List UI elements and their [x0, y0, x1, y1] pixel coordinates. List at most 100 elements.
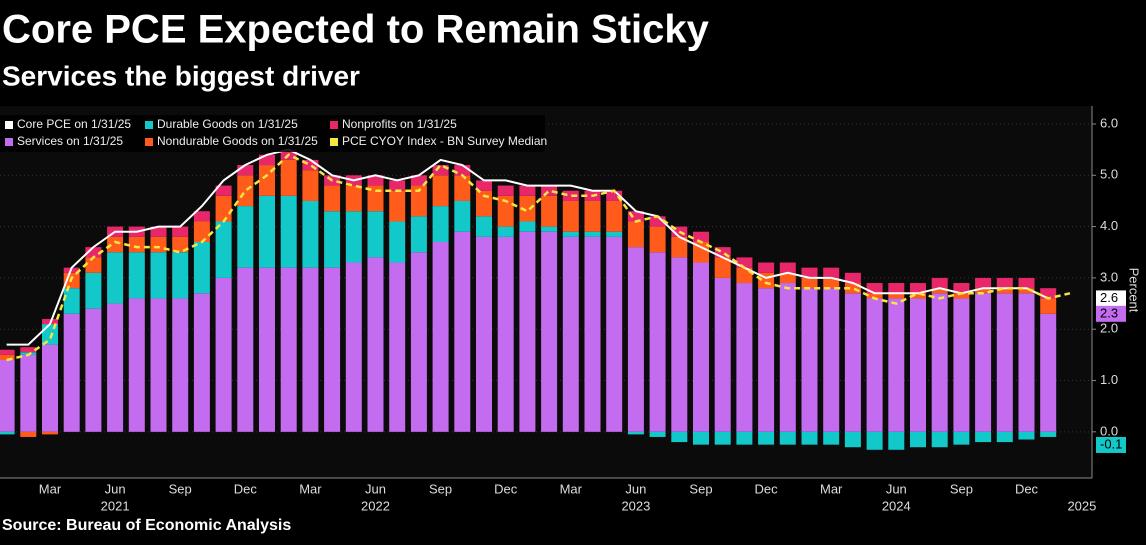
bar-segment [606, 200, 623, 232]
bar-segment [627, 247, 644, 432]
chart-subtitle: Services the biggest driver [2, 60, 360, 91]
bar-segment [172, 252, 189, 299]
bar-segment [193, 211, 210, 222]
bar-segment [975, 293, 992, 432]
legend-swatch [145, 138, 153, 146]
bar-segment [1040, 298, 1057, 314]
bar-segment [953, 298, 970, 432]
x-tick-label: Mar [39, 481, 62, 496]
legend-swatch [330, 121, 338, 129]
bar-segment [237, 165, 254, 176]
bar-segment [758, 431, 775, 445]
y-axis-label: Percent [1127, 268, 1142, 313]
legend-label: Nondurable Goods on 1/31/25 [157, 134, 318, 148]
bar-segment [497, 195, 514, 227]
bar-segment [1018, 288, 1035, 294]
bar-segment [150, 298, 167, 432]
bar-segment [649, 216, 666, 227]
bar-segment [866, 298, 883, 432]
bar-segment [432, 206, 449, 242]
bar-segment [801, 267, 818, 278]
bar-segment [714, 277, 731, 432]
x-tick-label: Mar [299, 481, 322, 496]
x-tick-label: Sep [169, 481, 192, 496]
bar-segment [541, 226, 558, 232]
x-tick-label: Jun [886, 481, 907, 496]
bar-segment [193, 293, 210, 432]
bar-segment [866, 293, 883, 299]
x-tick-label: Mar [820, 481, 843, 496]
bar-segment [606, 236, 623, 432]
bar-segment [128, 236, 145, 253]
legend-swatch [145, 121, 153, 129]
bar-segment [172, 298, 189, 432]
bar-segment [237, 267, 254, 432]
bar-segment [432, 242, 449, 432]
bar-segment [627, 221, 644, 248]
x-tick-label: Dec [1015, 481, 1039, 496]
bar-segment [996, 277, 1013, 289]
bar-segment [367, 257, 384, 432]
x-tick-label: Dec [234, 481, 258, 496]
bar-segment [627, 211, 644, 222]
bar-segment [85, 272, 102, 309]
bar-segment [975, 431, 992, 443]
bar-segment [801, 277, 818, 289]
bar-segment [1040, 313, 1057, 432]
bar-segment [172, 226, 189, 237]
legend-label: Services on 1/31/25 [17, 134, 123, 148]
bar-segment [671, 431, 688, 443]
legend-swatch [330, 138, 338, 146]
bar-segment [476, 216, 492, 237]
bar-segment [107, 252, 124, 304]
bar-segment [823, 267, 840, 278]
source: Source: Bureau of Economic Analysis [2, 517, 291, 534]
bar-segment [910, 293, 926, 299]
bar-segment [302, 159, 319, 171]
bar-segment [107, 303, 124, 432]
bar-segment [779, 431, 796, 445]
legend-label: Durable Goods on 1/31/25 [157, 117, 298, 131]
bar-segment [627, 431, 644, 435]
bar-segment [20, 431, 37, 437]
bar-segment [866, 431, 883, 450]
bar-segment [237, 206, 254, 268]
bar-segment [389, 180, 406, 191]
y-tick-label: 2.0 [1100, 321, 1118, 336]
bar-segment [996, 431, 1013, 443]
bar-segment [888, 298, 905, 432]
bar-segment [910, 431, 926, 448]
bar-segment [476, 180, 492, 191]
value-tag-label: 2.3 [1100, 305, 1118, 320]
bar-segment [193, 242, 210, 294]
bar-segment [736, 257, 753, 268]
x-year-label: 2023 [621, 498, 650, 513]
bar-segment [259, 267, 275, 432]
bar-segment [324, 185, 341, 212]
x-tick-label: Jun [625, 481, 646, 496]
chart-title: Core PCE Expected to Remain Sticky [2, 8, 710, 52]
bar-segment [259, 165, 275, 196]
x-year-label: 2025 [1067, 498, 1096, 513]
x-year-label: 2022 [361, 498, 390, 513]
x-tick-label: Dec [755, 481, 779, 496]
bar-segment [0, 431, 15, 435]
value-tag [1096, 290, 1126, 307]
bar-segment [519, 195, 536, 222]
y-tick-label: 5.0 [1100, 167, 1118, 182]
bar-segment [367, 211, 384, 258]
bar-segment [150, 252, 167, 299]
y-tick-label: 6.0 [1100, 115, 1118, 130]
bar-segment [0, 349, 15, 355]
bar-segment [107, 236, 124, 253]
bar-segment [823, 288, 840, 432]
bar-segment [389, 221, 406, 263]
bar-segment [497, 185, 514, 196]
x-year-label: 2024 [882, 498, 911, 513]
bar-segment [931, 277, 948, 289]
bar-segment [302, 170, 319, 201]
bar-segment [63, 313, 80, 432]
bar-segment [237, 175, 254, 207]
value-tag-label: 2.6 [1100, 290, 1118, 305]
